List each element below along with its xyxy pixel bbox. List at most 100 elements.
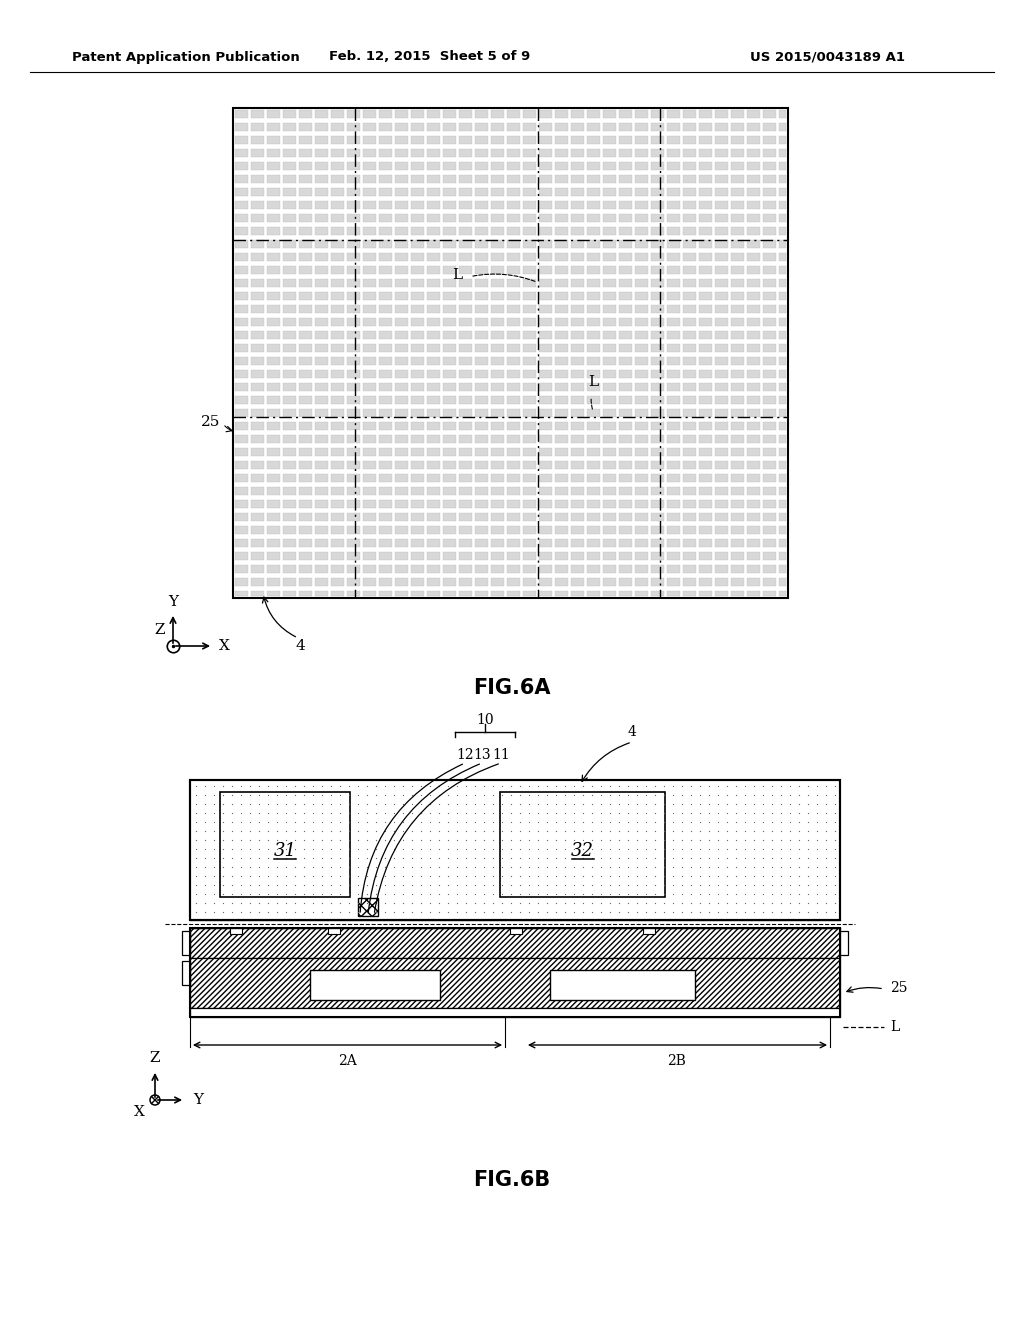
Bar [283,331,296,339]
Bar [459,552,472,560]
Bar [411,136,424,144]
Bar [362,409,376,417]
Bar [618,513,632,521]
Bar [746,318,760,326]
Bar [315,345,328,352]
Bar [603,591,616,597]
Bar [283,422,296,430]
Bar [331,279,344,286]
Bar [234,474,248,482]
Bar [315,409,328,417]
Bar [362,552,376,560]
Bar [475,565,488,573]
Bar [507,370,520,378]
Bar [283,240,296,248]
Text: Z: Z [155,623,165,638]
Bar [587,552,600,560]
Bar [395,253,408,261]
Bar [395,370,408,378]
Bar [667,436,680,444]
Bar [699,370,712,378]
Bar [539,565,552,573]
Bar [490,136,504,144]
Bar [603,396,616,404]
Bar [603,552,616,560]
Bar [779,214,786,222]
Bar [731,474,744,482]
Bar [395,356,408,366]
Bar [746,305,760,313]
Bar [651,591,664,597]
Bar [427,253,440,261]
Bar [459,422,472,430]
Bar [475,305,488,313]
Bar [779,383,786,391]
Bar [362,539,376,546]
Bar [571,552,584,560]
Bar [490,578,504,586]
Bar [507,176,520,183]
Bar [555,487,568,495]
Bar [618,187,632,195]
Bar [347,370,360,378]
Bar [427,201,440,209]
Bar [779,162,786,170]
Bar [475,552,488,560]
Bar [267,176,280,183]
Bar [395,513,408,521]
Bar [347,461,360,469]
Bar [395,240,408,248]
Bar [234,565,248,573]
Bar [379,136,392,144]
Bar [283,552,296,560]
Bar [234,447,248,455]
Bar [299,474,312,482]
Bar [459,461,472,469]
Bar [746,461,760,469]
Bar [603,136,616,144]
Bar [779,267,786,275]
Bar [315,292,328,300]
Bar [651,578,664,586]
Bar [523,123,536,131]
Bar [331,356,344,366]
Bar [587,396,600,404]
Bar [475,136,488,144]
Bar [459,162,472,170]
Bar [571,187,584,195]
Bar [587,383,600,391]
Bar [731,201,744,209]
Bar [746,176,760,183]
Bar [251,461,264,469]
Bar [395,136,408,144]
Bar [234,513,248,521]
Bar [507,331,520,339]
Bar [587,318,600,326]
Bar [475,474,488,482]
Bar [315,227,328,235]
Bar [234,318,248,326]
Bar [443,292,456,300]
Bar [427,356,440,366]
Bar [571,201,584,209]
Bar [651,436,664,444]
Bar [587,409,600,417]
Bar [571,331,584,339]
Bar [779,513,786,521]
Bar [411,422,424,430]
Bar [763,461,776,469]
Bar [427,292,440,300]
Bar [190,958,840,1008]
Bar [539,474,552,482]
Bar [683,318,696,326]
Bar [362,513,376,521]
Bar [362,396,376,404]
Bar [667,176,680,183]
Bar [234,345,248,352]
Bar [587,176,600,183]
Bar [667,279,680,286]
Bar [443,227,456,235]
Bar [507,396,520,404]
Bar [746,240,760,248]
Bar [779,318,786,326]
